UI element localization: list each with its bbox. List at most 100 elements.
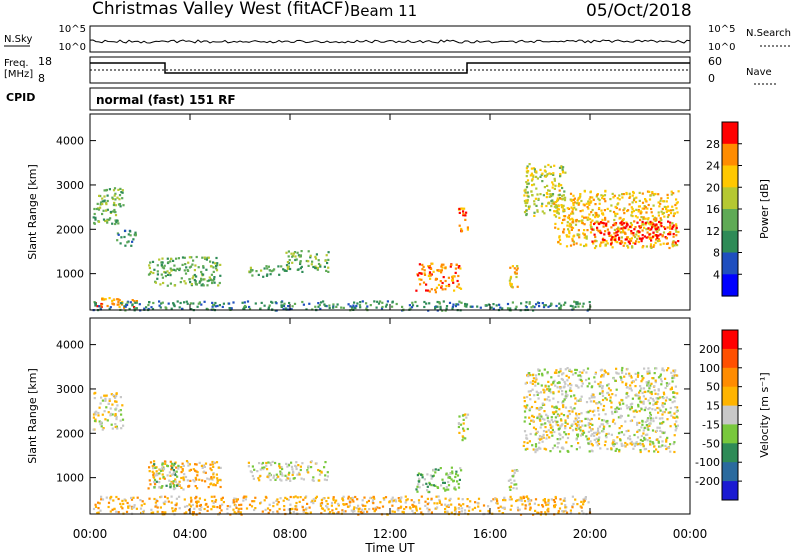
velocity-cell bbox=[614, 408, 617, 411]
power-cell bbox=[455, 303, 458, 306]
power-cell bbox=[101, 298, 104, 301]
velocity-cell bbox=[462, 503, 465, 506]
power-cell bbox=[100, 302, 103, 306]
power-cell bbox=[200, 277, 203, 280]
nsky-trace bbox=[89, 39, 691, 44]
power-cell bbox=[669, 231, 672, 234]
velocity-cell bbox=[219, 466, 222, 469]
velocity-cell bbox=[107, 505, 110, 509]
velocity-cell bbox=[575, 414, 578, 417]
velocity-cell bbox=[266, 475, 269, 478]
power-cell bbox=[515, 305, 518, 308]
velocity-cell bbox=[451, 470, 454, 473]
power-cell bbox=[121, 191, 124, 194]
power-cell bbox=[561, 168, 564, 171]
velocity-cell bbox=[658, 396, 661, 399]
velocity-cell bbox=[191, 503, 194, 507]
power-cell bbox=[106, 304, 109, 308]
power-cell bbox=[533, 203, 536, 206]
velocity-cell bbox=[417, 499, 421, 502]
velocity-cell bbox=[548, 436, 551, 439]
power-cell bbox=[119, 302, 123, 305]
power-cell bbox=[381, 301, 384, 304]
power-cell bbox=[427, 289, 430, 292]
power-cell bbox=[466, 228, 469, 231]
velocity-cell bbox=[329, 511, 332, 514]
velocity-cell bbox=[121, 404, 124, 407]
velocity-cell bbox=[597, 409, 600, 412]
cpid-text: normal (fast) 151 RF bbox=[96, 93, 236, 107]
power-cell bbox=[593, 246, 597, 250]
velocity-cell bbox=[130, 496, 133, 499]
velocity-cell bbox=[166, 474, 169, 477]
velocity-cell bbox=[461, 414, 465, 417]
velocity-cell bbox=[172, 472, 175, 475]
velocity-cell bbox=[606, 392, 610, 395]
velocity-cell bbox=[400, 496, 403, 499]
velocity-cell bbox=[133, 504, 136, 507]
velocity-cell bbox=[612, 441, 615, 444]
power-cell bbox=[531, 178, 534, 181]
power-cell bbox=[526, 183, 529, 186]
velocity-cell bbox=[619, 416, 622, 419]
power-cell bbox=[506, 307, 510, 310]
velocity-cell bbox=[515, 483, 518, 486]
velocity-cell bbox=[674, 369, 677, 372]
velocity-cell bbox=[285, 497, 289, 501]
velocity-colorbar-swatch bbox=[722, 462, 738, 482]
velocity-cell bbox=[163, 511, 166, 514]
velocity-cell bbox=[549, 431, 552, 434]
velocity-cell bbox=[462, 436, 465, 439]
velocity-cell bbox=[357, 504, 360, 507]
velocity-cell bbox=[541, 505, 545, 508]
velocity-cell bbox=[372, 502, 375, 505]
power-cell bbox=[427, 274, 430, 278]
power-cell bbox=[549, 172, 552, 176]
power-cell bbox=[228, 307, 231, 310]
velocity-cell bbox=[642, 387, 646, 390]
power-cell bbox=[672, 192, 675, 195]
velocity-cell bbox=[263, 499, 266, 502]
power-region-7 bbox=[415, 262, 463, 294]
power-cell bbox=[456, 285, 459, 288]
velocity-cell bbox=[92, 416, 95, 419]
velocity-cell bbox=[272, 511, 275, 514]
velocity-cell bbox=[100, 421, 103, 424]
velocity-cell bbox=[651, 408, 654, 411]
power-cell bbox=[563, 218, 566, 221]
velocity-cell bbox=[606, 447, 609, 451]
velocity-cell bbox=[423, 478, 426, 481]
velocity-cell bbox=[436, 486, 439, 489]
velocity-cell bbox=[578, 374, 582, 377]
power-cell bbox=[583, 233, 586, 236]
velocity-cell bbox=[527, 497, 530, 500]
velocity-cell bbox=[185, 460, 189, 463]
velocity-cell bbox=[647, 380, 650, 383]
velocity-cell bbox=[320, 501, 324, 504]
velocity-cell bbox=[579, 426, 582, 429]
velocity-cell bbox=[599, 447, 602, 450]
power-cell bbox=[674, 203, 677, 207]
velocity-cell bbox=[668, 382, 671, 385]
velocity-cell bbox=[180, 476, 183, 480]
power-cell bbox=[649, 245, 652, 248]
velocity-cell bbox=[599, 381, 602, 384]
power-cell bbox=[618, 217, 621, 220]
velocity-cell bbox=[444, 510, 447, 514]
velocity-cell bbox=[644, 397, 647, 400]
velocity-cell bbox=[394, 498, 397, 501]
power-cell bbox=[347, 303, 350, 306]
velocity-cell bbox=[119, 396, 122, 399]
power-cell bbox=[445, 305, 449, 308]
velocity-cell bbox=[564, 421, 567, 424]
power-cell bbox=[605, 240, 608, 243]
velocity-cell bbox=[353, 510, 356, 513]
power-cell bbox=[479, 306, 482, 309]
time-tick-label: 16:00 bbox=[473, 527, 508, 541]
velocity-cell bbox=[574, 417, 577, 420]
power-cell bbox=[151, 307, 155, 311]
velocity-cell bbox=[455, 470, 458, 473]
velocity-cell bbox=[312, 502, 315, 505]
velocity-cell bbox=[653, 372, 656, 375]
